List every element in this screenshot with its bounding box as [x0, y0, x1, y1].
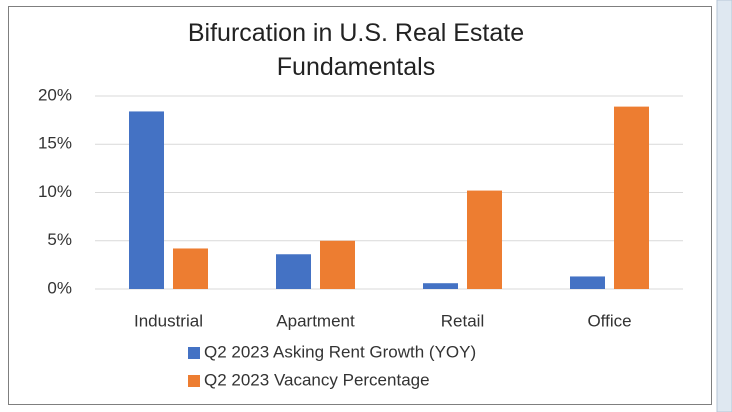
bar — [129, 111, 164, 289]
bar — [276, 254, 311, 289]
bar — [467, 190, 502, 289]
y-tick-label: 5% — [47, 230, 72, 249]
bar — [423, 283, 458, 289]
bar — [173, 248, 208, 289]
bar — [570, 276, 605, 289]
y-tick-label: 20% — [38, 85, 72, 104]
legend-label: Q2 2023 Vacancy Percentage — [204, 370, 430, 389]
legend-swatch — [188, 347, 200, 359]
y-tick-label: 15% — [38, 134, 72, 153]
side-strip — [716, 0, 732, 412]
chart-title: Bifurcation in U.S. Real Estate Fundamen… — [187, 19, 525, 81]
y-tick-label: 0% — [47, 278, 72, 297]
x-tick-label: Apartment — [276, 311, 355, 330]
y-tick-label: 10% — [38, 182, 72, 201]
x-tick-label: Office — [587, 311, 631, 330]
bar — [614, 106, 649, 290]
legend-swatch — [188, 375, 200, 387]
bar — [320, 240, 355, 289]
x-tick-label: Industrial — [134, 311, 203, 330]
legend-label: Q2 2023 Asking Rent Growth (YOY) — [204, 342, 476, 361]
chart-frame — [8, 6, 712, 405]
x-tick-label: Retail — [441, 311, 484, 330]
